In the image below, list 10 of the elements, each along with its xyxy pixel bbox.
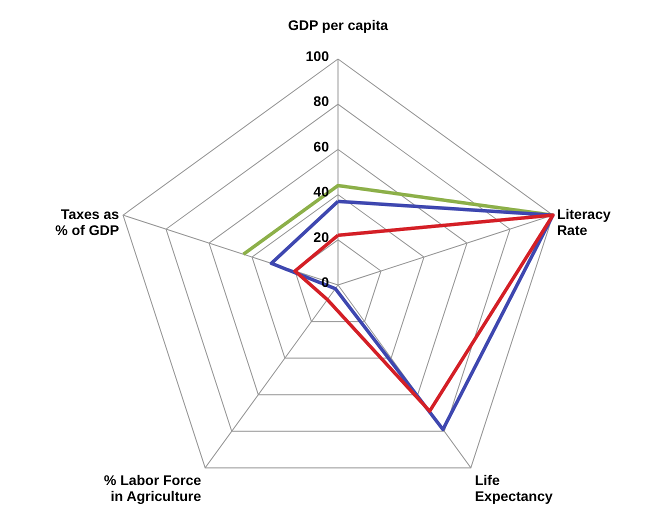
y-tick-label: 40 [313, 184, 330, 200]
spoke-label: GDP per capita [288, 17, 388, 33]
y-tick-label: 60 [313, 138, 330, 154]
y-tick-label: 100 [306, 48, 330, 64]
spoke-label: Literacy Rate [556, 206, 611, 238]
spoke-label: % Labor Force in Agriculture [104, 472, 202, 504]
spoke-label: Life Expectancy [474, 472, 553, 504]
y-tick-label: 20 [313, 228, 330, 245]
spoke-label: Taxes as % of GDP [55, 206, 120, 238]
y-tick-label: 80 [313, 93, 330, 110]
